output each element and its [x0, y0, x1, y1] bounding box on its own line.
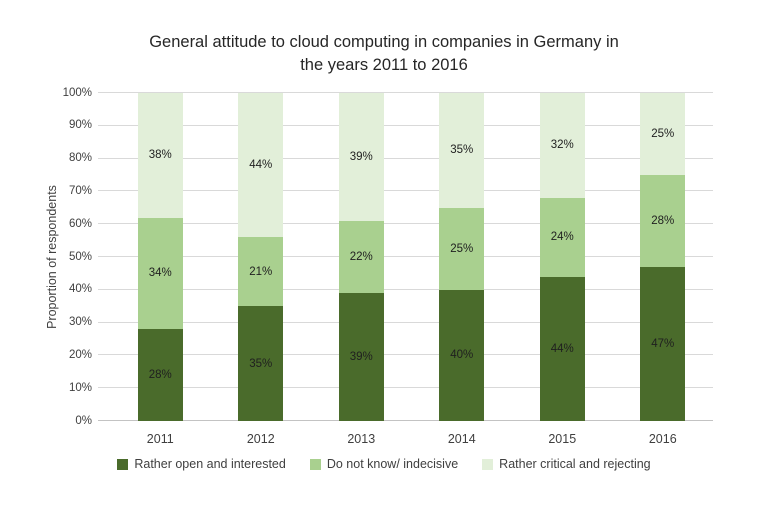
- gridline: [98, 321, 713, 323]
- data-label: 25%: [651, 128, 675, 141]
- stacked-bar-2013: 39% 22% 39%: [338, 93, 384, 421]
- data-label: 28%: [651, 214, 675, 227]
- legend-item: Rather critical and rejecting: [482, 457, 651, 471]
- data-label: 44%: [249, 159, 273, 172]
- chart-title-line1: General attitude to cloud computing in c…: [149, 33, 619, 51]
- chart-title-line2: the years 2011 to 2016: [300, 56, 468, 74]
- plot-gridlines: [98, 92, 713, 421]
- bar-segment-2014: 35%: [439, 93, 485, 208]
- bar-segment-2011: 28%: [137, 329, 183, 421]
- stacked-bar-2012: 35% 21% 44%: [238, 93, 284, 421]
- data-label: 24%: [550, 231, 574, 244]
- data-label: 47%: [651, 337, 675, 350]
- gridline: [98, 157, 713, 159]
- bar-segment-2016: 28%: [640, 175, 686, 267]
- bar-segment-2016: 25%: [640, 93, 686, 176]
- x-axis-label: 2012: [246, 432, 275, 446]
- y-axis-tick-label: 0%: [75, 414, 92, 427]
- bar-segment-2013: 39%: [338, 293, 384, 421]
- data-label: 21%: [249, 265, 273, 278]
- legend-label: Rather open and interested: [134, 457, 286, 471]
- x-axis-label: 2016: [648, 432, 677, 446]
- data-label: 32%: [550, 139, 574, 152]
- bar-column-2011: 28% 34% 38%: [110, 93, 211, 421]
- chart-title: General attitude to cloud computing in c…: [0, 31, 768, 77]
- x-axis-label: 2011: [146, 432, 174, 446]
- y-axis-tick-label: 40%: [68, 283, 92, 296]
- data-label: 35%: [249, 357, 273, 370]
- bar-segment-2012: 44%: [238, 93, 284, 238]
- stacked-bar-2015: 44% 24% 32%: [539, 93, 585, 421]
- gridline: [98, 387, 713, 389]
- legend-swatch: [117, 458, 129, 470]
- data-label: 39%: [349, 351, 373, 364]
- data-label: 35%: [450, 144, 474, 157]
- bar-segment-2011: 38%: [137, 93, 183, 218]
- y-axis-tick-label: 70%: [68, 184, 92, 197]
- y-axis-tick-label: 90%: [68, 119, 92, 132]
- bar-segment-2015: 24%: [539, 197, 585, 277]
- bar-segment-2011: 34%: [137, 217, 183, 330]
- data-label: 34%: [148, 267, 172, 280]
- bar-column-2014: 40% 25% 35%: [412, 93, 513, 421]
- x-axis-labels: 2011 2012 2013 2014 2015 2016: [110, 432, 713, 446]
- x-axis-label: 2015: [548, 432, 577, 446]
- bar-column-2015: 44% 24% 32%: [512, 93, 613, 421]
- y-axis-tick-label: 50%: [68, 250, 92, 263]
- plot-bars: 28% 34% 38% 35% 21% 44% 39% 22% 39% 40% 25% 35% 44% 2…: [110, 93, 713, 421]
- y-axis-tick-label: 20%: [68, 348, 92, 361]
- x-axis-label: 2014: [447, 432, 476, 446]
- legend: Rather open and interested Do not know/ i…: [0, 457, 768, 471]
- bar-segment-2013: 22%: [338, 220, 384, 294]
- y-axis-tick-label: 30%: [68, 315, 92, 328]
- bar-segment-2015: 32%: [539, 93, 585, 198]
- bar-column-2012: 35% 21% 44%: [211, 93, 312, 421]
- bar-segment-2015: 44%: [539, 276, 585, 421]
- bar-segment-2013: 39%: [338, 93, 384, 221]
- bar-segment-2016: 47%: [640, 266, 686, 421]
- x-axis-label: 2013: [347, 432, 376, 446]
- bar-segment-2012: 35%: [238, 306, 284, 421]
- stacked-bar-2014: 40% 25% 35%: [439, 93, 485, 421]
- data-label: 40%: [450, 349, 474, 362]
- y-axis-tick-labels: 0% 10% 20% 30% 40% 50% 60% 70% 80% 90% 100%: [28, 87, 92, 426]
- bar-segment-2014: 25%: [439, 207, 485, 290]
- x-axis-line: [98, 420, 713, 421]
- data-label: 22%: [349, 251, 373, 264]
- data-label: 39%: [349, 150, 373, 163]
- gridline: [98, 124, 713, 126]
- bar-segment-2012: 21%: [238, 237, 284, 307]
- bar-column-2016: 47% 28% 25%: [613, 93, 714, 421]
- gridline: [98, 92, 713, 93]
- gridline: [98, 354, 713, 356]
- legend-swatch: [309, 458, 321, 470]
- legend-label: Do not know/ indecisive: [326, 457, 459, 471]
- gridline: [98, 256, 713, 257]
- gridline: [98, 190, 713, 192]
- gridline: [98, 288, 713, 290]
- bar-column-2013: 39% 22% 39%: [311, 93, 412, 421]
- data-label: 44%: [550, 342, 574, 355]
- bar-segment-2014: 40%: [439, 289, 485, 421]
- data-label: 28%: [148, 369, 172, 382]
- legend-label: Rather critical and rejecting: [499, 457, 651, 471]
- y-axis-tick-label: 100%: [62, 86, 92, 99]
- y-axis-tick-label: 80%: [68, 151, 92, 164]
- stacked-bar-2016: 47% 28% 25%: [640, 93, 686, 421]
- legend-item: Rather open and interested: [117, 457, 286, 471]
- gridline: [98, 223, 713, 225]
- data-label: 38%: [148, 149, 172, 162]
- stacked-bar-2011: 28% 34% 38%: [137, 93, 183, 421]
- y-axis-tick-label: 10%: [68, 381, 92, 394]
- data-label: 25%: [450, 242, 474, 255]
- legend-item: Do not know/ indecisive: [309, 457, 459, 471]
- y-axis-tick-label: 60%: [68, 217, 92, 230]
- legend-swatch: [482, 458, 494, 470]
